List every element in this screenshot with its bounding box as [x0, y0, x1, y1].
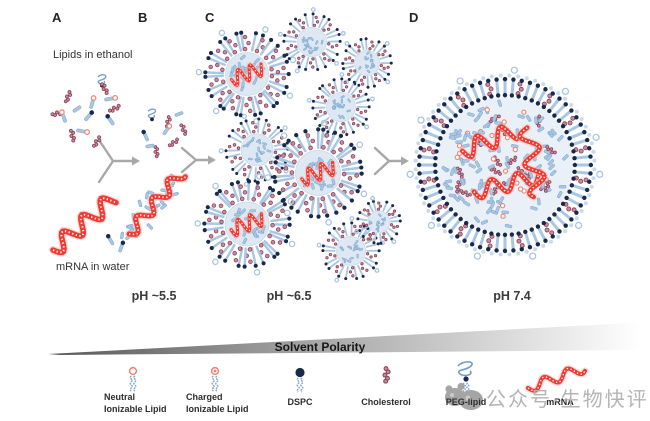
- micelle-mrna: [298, 159, 337, 189]
- mrna-icon: [524, 365, 589, 395]
- panel-label-c: C: [205, 10, 215, 25]
- panel-label-d: D: [409, 10, 419, 25]
- panel-b-mixing: [105, 108, 190, 253]
- legend-label-cholesterol: Cholesterol: [361, 397, 411, 407]
- mrna-in-water: [48, 193, 121, 257]
- legend-label-mrna: mRNA: [546, 397, 574, 407]
- legend-label-neutral-ionizable-lipid: Neutral Ionizable Lipid: [104, 392, 167, 414]
- empty-micelle: [306, 72, 375, 139]
- solvent-polarity-wedge: [48, 322, 640, 355]
- mrna-legend-strand: [524, 365, 589, 395]
- empty-micelle: [277, 7, 346, 74]
- legend-label-charged-ionizable-lipid: Charged Ionizable Lipid: [186, 392, 249, 414]
- legend-label-dspc: DSPC: [287, 397, 313, 407]
- panel-label-a: A: [52, 10, 62, 25]
- caption-mrna-in-water: mRNA in water: [56, 261, 130, 273]
- mixing-arrow: [373, 146, 409, 176]
- panel-a-free-lipids: [50, 74, 121, 148]
- micelle-with-mrna: [194, 173, 296, 276]
- mixing-arrow: [97, 138, 140, 184]
- legend-label-peg-lipid: PEG-lipid: [445, 397, 487, 407]
- micelle-with-mrna: [264, 119, 368, 226]
- ph-label-6-5: pH ~6.5: [266, 289, 312, 303]
- neutral-ionizable-lipid-icon: [128, 366, 138, 392]
- micelle-mrna: [228, 61, 265, 89]
- micelle-mrna: [228, 210, 265, 239]
- mrna-binding-lipids: [125, 172, 190, 239]
- caption-lipids-in-ethanol: Lipids in ethanol: [53, 49, 133, 61]
- dspc-icon: [295, 367, 305, 393]
- panel-label-b: B: [138, 10, 148, 25]
- charged-ionizable-lipid-icon: [210, 366, 220, 392]
- solvent-polarity-label: Solvent Polarity: [274, 340, 366, 354]
- panel-c-intermediates: [194, 7, 402, 283]
- lipid-nanoparticle: [406, 66, 604, 260]
- legend-icons: [128, 361, 473, 393]
- ph-label-5-5: pH ~5.5: [131, 289, 177, 303]
- lnp-mrna: [458, 123, 521, 161]
- empty-micelle: [218, 113, 290, 187]
- empty-micelle: [354, 195, 402, 245]
- micelle-with-mrna: [195, 26, 297, 125]
- cholesterol-icon: [382, 366, 391, 384]
- ph-label-7-4: pH 7.4: [493, 289, 531, 303]
- lnp-mrna: [516, 124, 549, 201]
- mixing-arrow: [180, 146, 216, 174]
- empty-micelle: [341, 37, 393, 89]
- watermark-text: 公众号·生物快评: [486, 389, 649, 411]
- watermark-logo: [445, 382, 483, 410]
